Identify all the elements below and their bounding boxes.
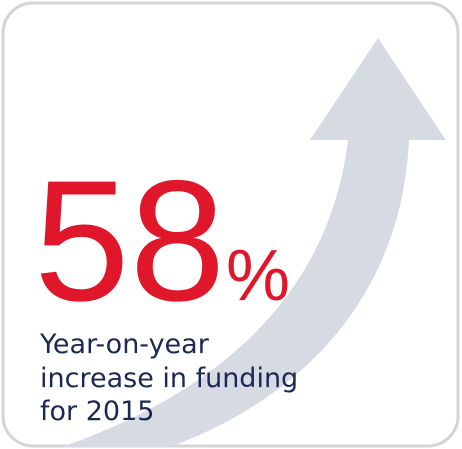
stat-unit: %	[226, 236, 290, 316]
caption-line: for 2015	[40, 396, 154, 427]
stat-value: 58	[34, 145, 225, 337]
caption-line: increase in funding	[40, 363, 298, 394]
growth-arrow	[62, 38, 446, 447]
caption-line: Year-on-year	[39, 329, 210, 360]
